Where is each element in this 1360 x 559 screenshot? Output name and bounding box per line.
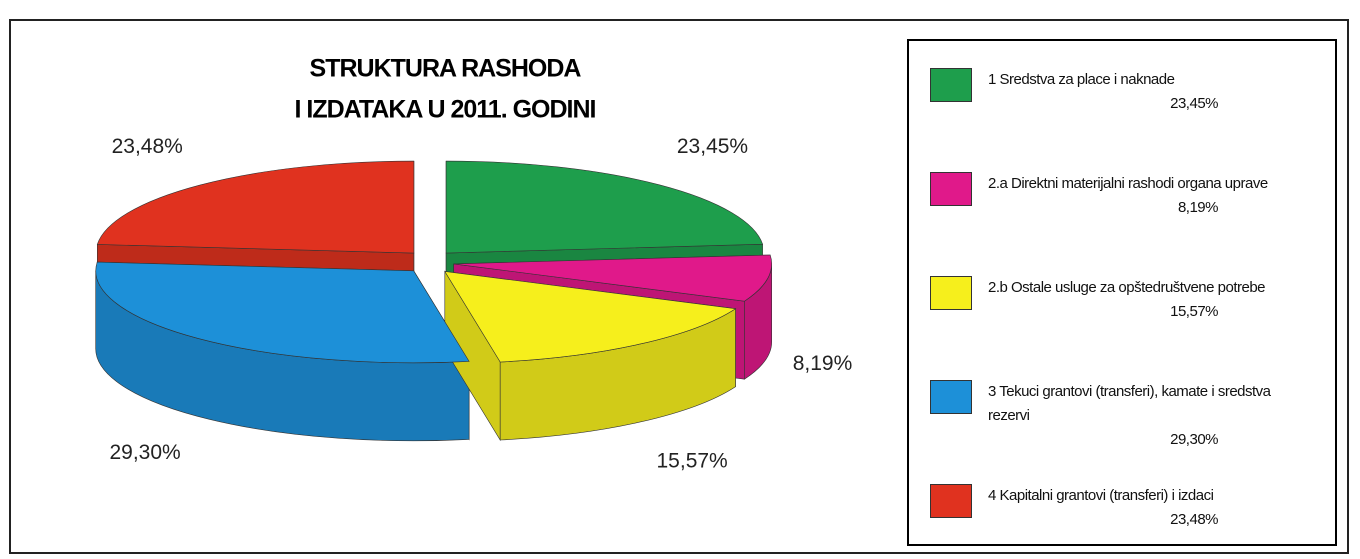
data-label: 23,48% (112, 135, 183, 158)
legend-text: 2.a Direktni materijalni rashodi organa … (988, 172, 1288, 220)
chart-title: I IZDATAKA U 2011. GODINI (295, 96, 596, 124)
slice (445, 160, 764, 254)
legend-item: 2.a Direktni materijalni rashodi organa … (930, 172, 1330, 220)
legend-item: 2.b Ostale usluge za opštedruštvene potr… (930, 276, 1330, 324)
legend-box (907, 39, 1337, 546)
legend-label: 4 Kapitalni grantovi (transferi) i izdac… (988, 487, 1214, 504)
legend-swatch (930, 276, 972, 310)
legend-label: 2.a Direktni materijalni rashodi organa … (988, 175, 1268, 192)
legend-swatch (930, 484, 972, 518)
legend-value: 8,19% (1177, 199, 1219, 216)
data-label: 23,45% (677, 135, 748, 158)
data-label: 29,30% (109, 441, 180, 464)
legend-value: 29,30% (1170, 431, 1218, 448)
legend-text: 3 Tekuci grantovi (transferi), kamate i … (988, 380, 1288, 452)
legend-text: 4 Kapitalni grantovi (transferi) i izdac… (988, 484, 1288, 532)
legend: 1 Sredstva za place i naknade 23,45% 2.a D… (912, 44, 1332, 542)
chart-title: STRUKTURA RASHODA (310, 55, 582, 83)
legend-item: 1 Sredstva za place i naknade 23,45% (930, 68, 1330, 116)
legend-label: 3 Tekuci grantovi (transferi), kamate i … (988, 383, 1271, 424)
data-label: 15,57% (657, 449, 728, 472)
legend-value: 15,57% (1170, 303, 1218, 320)
legend-label: 1 Sredstva za place i naknade (988, 71, 1175, 88)
legend-value: 23,48% (1170, 511, 1218, 528)
legend-text: 2.b Ostale usluge za opštedruštvene potr… (988, 276, 1288, 324)
legend-label: 2.b Ostale usluge za opštedruštvene potr… (988, 279, 1266, 296)
slice (95, 261, 470, 364)
pie-tops (95, 160, 772, 364)
legend-swatch (930, 172, 972, 206)
slice (453, 254, 772, 302)
legend-text: 1 Sredstva za place i naknade 23,45% (988, 68, 1288, 116)
slice (444, 271, 737, 363)
legend-value: 23,45% (1170, 95, 1218, 112)
slice (96, 160, 415, 254)
chart-frame (9, 19, 1349, 554)
legend-item: 3 Tekuci grantovi (transferi), kamate i … (930, 380, 1330, 452)
legend-item: 4 Kapitalni grantovi (transferi) i izdac… (930, 484, 1330, 532)
legend-swatch (930, 68, 972, 102)
data-labels: 23,45% 8,19% 15,57% 29,30% 23,48% (109, 135, 852, 472)
data-label: 8,19% (793, 352, 853, 375)
legend-swatch (930, 380, 972, 414)
